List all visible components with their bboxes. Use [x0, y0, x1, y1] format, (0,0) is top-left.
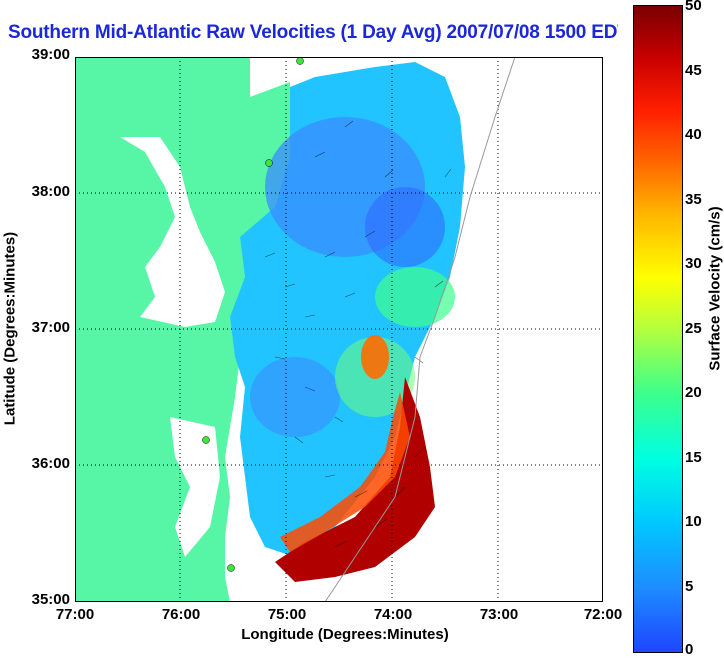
- velocity-map: [75, 57, 603, 602]
- x-tick-label: 77:00: [55, 606, 95, 623]
- land-mass: [75, 57, 290, 602]
- velocity-field-mid: [375, 267, 455, 327]
- y-tick-label: 39:00: [31, 46, 70, 63]
- colorbar-label: Surface Velocity (cm/s): [706, 206, 724, 371]
- colorbar-tick: 10: [685, 513, 702, 530]
- velocity-jet-1: [361, 335, 389, 379]
- velocity-field-slow-2: [365, 187, 445, 267]
- radar-site-2: [265, 159, 273, 167]
- colorbar-tick: 50: [685, 0, 702, 14]
- velocity-jet-edge: [280, 392, 410, 552]
- colorbar-tick: 5: [685, 578, 694, 595]
- velocity-colorbar: [633, 5, 683, 653]
- x-axis-label: Longitude (Degrees:Minutes): [241, 626, 449, 643]
- radar-site-3: [202, 436, 210, 444]
- map-title: Southern Mid-Atlantic Raw Velocities (1 …: [8, 22, 618, 43]
- colorbar-tick: 15: [685, 449, 702, 466]
- radar-site-1: [296, 57, 304, 65]
- x-tick-label: 74:00: [373, 606, 413, 623]
- y-tick-label: 35:00: [31, 591, 70, 608]
- colorbar-tick: 20: [685, 384, 702, 401]
- chesapeake-bay: [120, 137, 225, 327]
- y-tick-label: 37:00: [31, 319, 70, 336]
- x-tick-label: 72:00: [583, 606, 623, 623]
- x-tick-label: 75:00: [267, 606, 307, 623]
- depth-contour: [324, 57, 516, 602]
- velocity-vectors: [264, 120, 452, 548]
- velocity-field-slow-3: [250, 357, 340, 437]
- y-tick-label: 38:00: [31, 183, 70, 200]
- colorbar-tick: 35: [685, 191, 702, 208]
- sound-water: [170, 417, 220, 557]
- x-tick-label: 73:00: [479, 606, 519, 623]
- radar-site-4: [227, 564, 235, 572]
- y-axis-label: Latitude (Degrees:Minutes): [1, 231, 19, 426]
- velocity-jet-2: [275, 377, 435, 582]
- map-grid: [75, 57, 603, 602]
- colorbar-tick: 25: [685, 320, 702, 337]
- map-canvas: [75, 57, 603, 602]
- colorbar-tick: 30: [685, 255, 702, 272]
- colorbar-tick: 40: [685, 126, 702, 143]
- colorbar-tick: 0: [685, 641, 694, 658]
- y-tick-label: 36:00: [31, 455, 70, 472]
- colorbar-tick: 45: [685, 62, 702, 79]
- x-tick-label: 76:00: [161, 606, 201, 623]
